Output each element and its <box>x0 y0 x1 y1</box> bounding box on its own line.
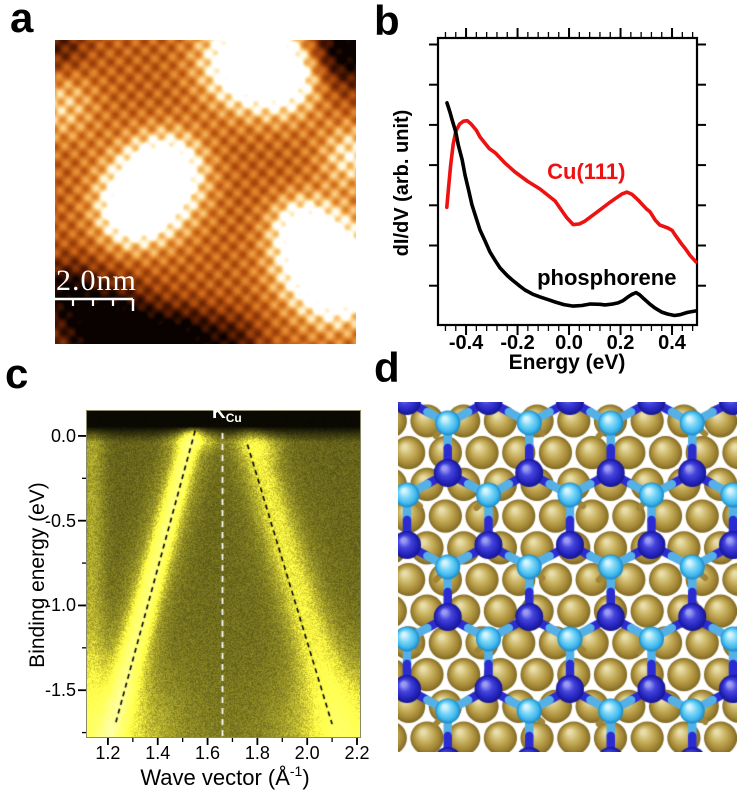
b-x-tick-label: 0.2 <box>607 332 635 355</box>
c-x-axis-close-paren: ) <box>302 765 309 790</box>
structure-model-canvas <box>398 402 737 752</box>
panel-c-label: c <box>5 353 28 395</box>
c-y-tick-label: 0.0 <box>30 426 76 447</box>
c-y-tick-label: -1.0 <box>30 595 76 616</box>
c-y-axis-title: Binding energy (eV) <box>26 459 52 691</box>
panel-a-label: a <box>10 0 33 39</box>
curve-label-cu111: Cu(111) <box>547 159 625 185</box>
k-subscript: Cu <box>226 411 242 425</box>
b-y-axis-title: dI/dV (arb. unit) <box>391 83 417 283</box>
c-y-tick-label: -0.5 <box>30 511 76 532</box>
k-symbol: K <box>212 402 226 423</box>
curve-label-phosphorene: phosphorene <box>537 265 676 291</box>
c-x-axis-title-text: Wave vector (Å <box>140 765 290 790</box>
arpes-map-canvas <box>87 411 360 737</box>
stm-image-canvas <box>55 40 356 344</box>
b-x-tick-label: 0.4 <box>658 332 686 355</box>
b-x-tick-label: -0.2 <box>500 332 534 355</box>
c-y-tick-label: -1.5 <box>30 680 76 701</box>
c-x-tick-label: 1.8 <box>245 743 270 764</box>
k-point-label: KCu <box>212 398 242 425</box>
panel-d-label: d <box>374 347 400 389</box>
scale-bar-label: 2.0nm <box>56 264 137 298</box>
k-overbar <box>213 398 226 401</box>
c-x-tick-label: 1.2 <box>95 743 120 764</box>
b-x-tick-label: 0.0 <box>555 332 583 355</box>
c-x-axis-title: Wave vector (Å-1) <box>118 763 332 791</box>
c-x-axis-superscript: -1 <box>290 763 302 779</box>
c-x-tick-label: 1.4 <box>145 743 170 764</box>
c-x-tick-label: 1.6 <box>195 743 220 764</box>
b-x-tick-label: -0.4 <box>449 332 483 355</box>
c-x-tick-label: 2.2 <box>344 743 369 764</box>
panel-b-label: b <box>374 0 400 42</box>
figure-root: a b c d 2.0nm dI/dV (arb. unit) Energy (… <box>0 0 748 800</box>
c-x-tick-label: 2.0 <box>295 743 320 764</box>
